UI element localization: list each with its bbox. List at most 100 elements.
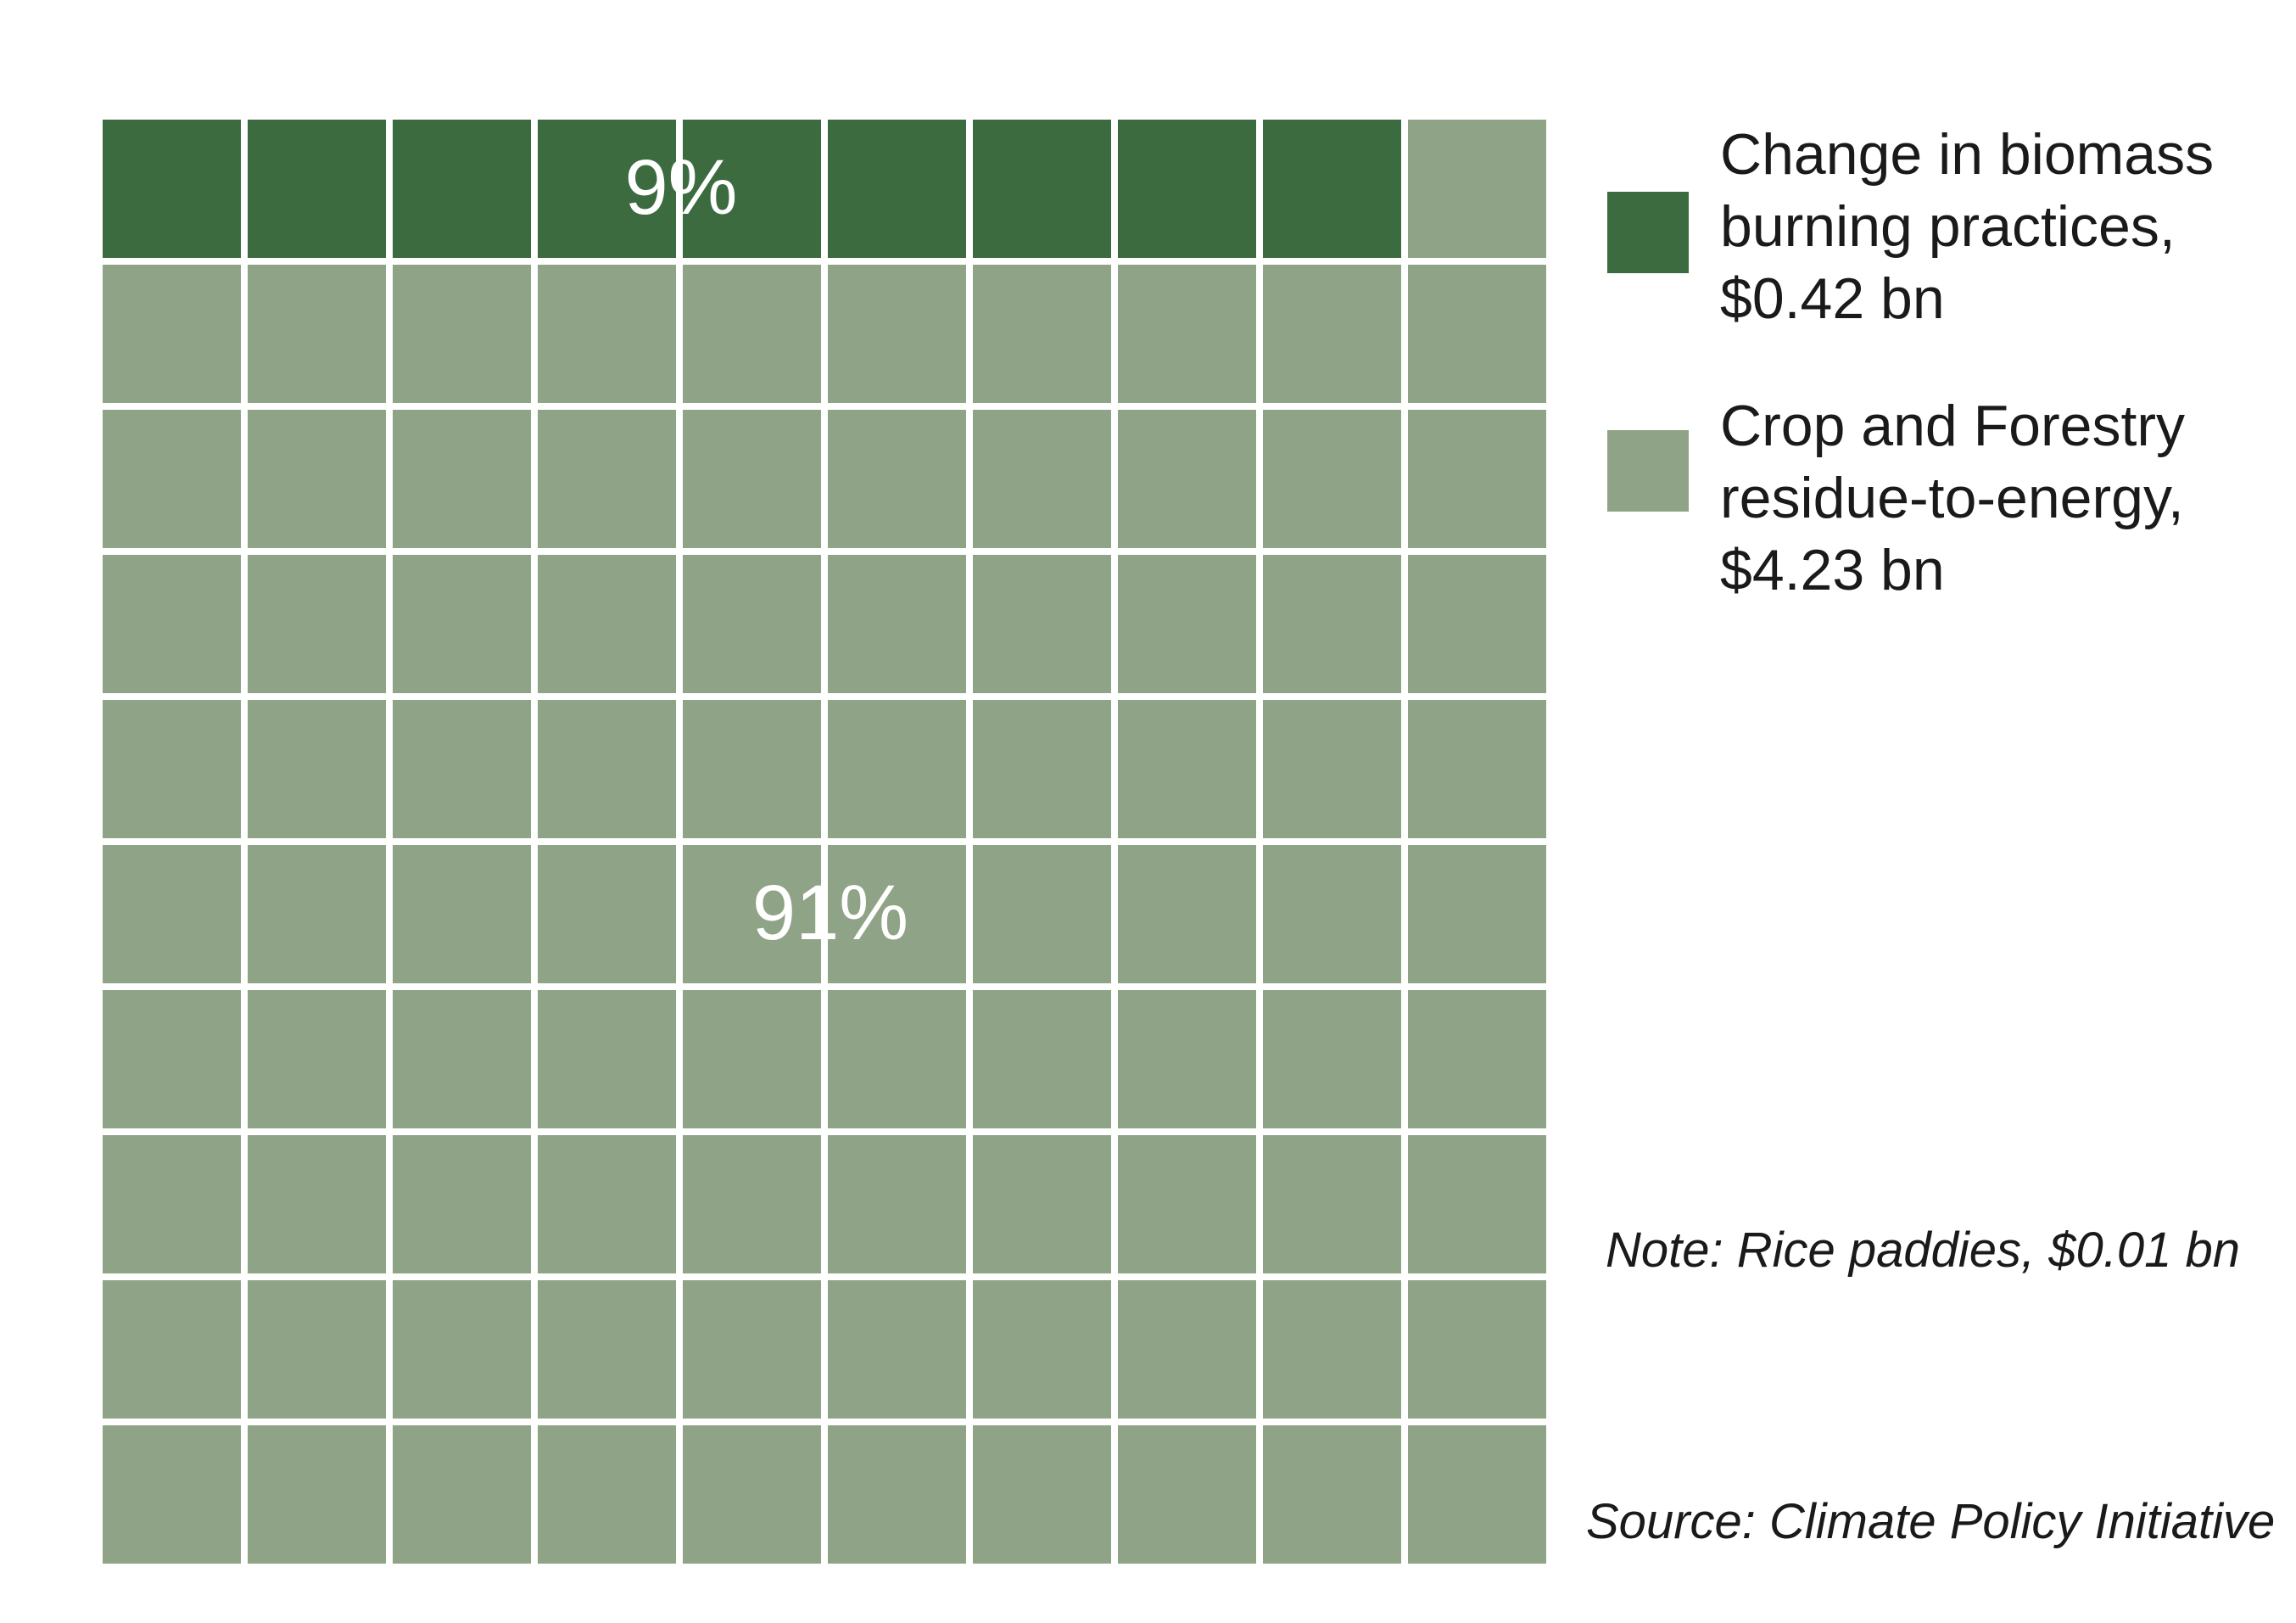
percent-label-residue-to-energy: 91% [752, 870, 908, 956]
waffle-cell-residue-to-energy [393, 1425, 531, 1564]
waffle-cell-residue-to-energy [393, 555, 531, 693]
waffle-cell-biomass-burning [538, 120, 676, 258]
waffle-cell-residue-to-energy [828, 990, 966, 1128]
legend-line: burning practices, [1720, 194, 2176, 259]
waffle-cell-residue-to-energy [1263, 845, 1401, 983]
waffle-cell-residue-to-energy [538, 990, 676, 1128]
waffle-cell-residue-to-energy [393, 845, 531, 983]
waffle-cell-residue-to-energy [973, 700, 1111, 838]
waffle-cell-residue-to-energy [538, 265, 676, 403]
waffle-cell-residue-to-energy [1408, 700, 1546, 838]
legend-line: $0.42 bn [1720, 266, 1945, 331]
waffle-cell-residue-to-energy [1408, 410, 1546, 548]
waffle-cell-residue-to-energy [248, 555, 386, 693]
waffle-cell-residue-to-energy [1118, 1280, 1256, 1419]
waffle-cell-residue-to-energy [248, 700, 386, 838]
waffle-cell-residue-to-energy [683, 990, 821, 1128]
waffle-cell-residue-to-energy [973, 555, 1111, 693]
waffle-cell-residue-to-energy [103, 1135, 241, 1273]
waffle-cell-biomass-burning [1263, 120, 1401, 258]
waffle-cell-residue-to-energy [1118, 1425, 1256, 1564]
waffle-cell-residue-to-energy [1408, 990, 1546, 1128]
waffle-cell-residue-to-energy [1118, 700, 1256, 838]
waffle-cell-residue-to-energy [973, 410, 1111, 548]
waffle-cell-residue-to-energy [1408, 1425, 1546, 1564]
waffle-cell-biomass-burning [103, 120, 241, 258]
waffle-cell-residue-to-energy [828, 1280, 966, 1419]
waffle-cell-residue-to-energy [683, 555, 821, 693]
waffle-cell-residue-to-energy [103, 555, 241, 693]
waffle-cell-residue-to-energy [538, 700, 676, 838]
legend-swatch-residue-to-energy [1607, 430, 1689, 512]
waffle-cell-residue-to-energy [828, 555, 966, 693]
note-text: Note: Rice paddies, $0.01 bn [1606, 1223, 2241, 1278]
legend-label-residue-to-energy: Crop and Forestry residue-to-energy, $4.… [1720, 390, 2296, 607]
waffle-cell-residue-to-energy [248, 845, 386, 983]
legend-line: residue-to-energy, [1720, 466, 2184, 530]
waffle-cell-biomass-burning [1118, 120, 1256, 258]
percent-label-biomass-burning: 9% [625, 144, 738, 231]
waffle-cell-residue-to-energy [828, 410, 966, 548]
waffle-cell-residue-to-energy [103, 410, 241, 548]
waffle-cell-residue-to-energy [973, 845, 1111, 983]
waffle-cell-residue-to-energy [248, 1425, 386, 1564]
waffle-cells [103, 120, 1546, 1564]
waffle-cell-residue-to-energy [973, 990, 1111, 1128]
waffle-cell-residue-to-energy [103, 1425, 241, 1564]
waffle-cell-residue-to-energy [828, 265, 966, 403]
waffle-cell-residue-to-energy [828, 700, 966, 838]
legend-line: Crop and Forestry [1720, 394, 2185, 458]
waffle-cell-residue-to-energy [248, 1280, 386, 1419]
waffle-cell-residue-to-energy [683, 410, 821, 548]
legend-label-biomass-burning: Change in biomass burning practices, $0.… [1720, 119, 2296, 335]
waffle-cell-residue-to-energy [1263, 1135, 1401, 1273]
waffle-cell-biomass-burning [248, 120, 386, 258]
waffle-cell-residue-to-energy [1263, 1425, 1401, 1564]
waffle-cell-residue-to-energy [538, 1280, 676, 1419]
waffle-cell-residue-to-energy [828, 1425, 966, 1564]
waffle-cell-residue-to-energy [683, 1135, 821, 1273]
waffle-cell-biomass-burning [973, 120, 1111, 258]
waffle-cell-residue-to-energy [828, 1135, 966, 1273]
waffle-cell-residue-to-energy [538, 555, 676, 693]
waffle-cell-residue-to-energy [248, 990, 386, 1128]
waffle-cell-residue-to-energy [683, 1280, 821, 1419]
legend-line: Change in biomass [1720, 122, 2215, 187]
waffle-cell-biomass-burning [393, 120, 531, 258]
waffle-cell-residue-to-energy [393, 700, 531, 838]
waffle-cell-residue-to-energy [1263, 410, 1401, 548]
waffle-cell-residue-to-energy [1118, 1135, 1256, 1273]
waffle-cell-residue-to-energy [1408, 555, 1546, 693]
waffle-cell-residue-to-energy [393, 990, 531, 1128]
waffle-cell-residue-to-energy [248, 1135, 386, 1273]
waffle-cell-residue-to-energy [538, 1425, 676, 1564]
waffle-cell-residue-to-energy [1408, 1280, 1546, 1419]
waffle-cell-residue-to-energy [1118, 845, 1256, 983]
waffle-cell-residue-to-energy [973, 1280, 1111, 1419]
waffle-chart: 9% 91% [103, 120, 1546, 1564]
waffle-cell-residue-to-energy [103, 990, 241, 1128]
waffle-cell-residue-to-energy [393, 1280, 531, 1419]
waffle-cell-residue-to-energy [973, 265, 1111, 403]
waffle-cell-residue-to-energy [683, 1425, 821, 1564]
waffle-cell-residue-to-energy [683, 845, 821, 983]
waffle-cell-residue-to-energy [248, 410, 386, 548]
waffle-cell-residue-to-energy [1408, 845, 1546, 983]
legend-line: $4.23 bn [1720, 538, 1945, 602]
waffle-cell-residue-to-energy [248, 265, 386, 403]
waffle-cell-residue-to-energy [1118, 410, 1256, 548]
waffle-cell-residue-to-energy [973, 1135, 1111, 1273]
waffle-cell-residue-to-energy [103, 845, 241, 983]
waffle-cell-residue-to-energy [683, 700, 821, 838]
waffle-cell-biomass-burning [828, 120, 966, 258]
waffle-cell-residue-to-energy [1408, 265, 1546, 403]
waffle-cell-residue-to-energy [1408, 1135, 1546, 1273]
waffle-cell-residue-to-energy [1118, 555, 1256, 693]
waffle-cell-residue-to-energy [1118, 990, 1256, 1128]
waffle-cell-residue-to-energy [103, 1280, 241, 1419]
source-text: Source: Climate Policy Initiative [1586, 1494, 2276, 1549]
waffle-cell-biomass-burning [683, 120, 821, 258]
waffle-cell-residue-to-energy [683, 265, 821, 403]
waffle-cell-residue-to-energy [103, 265, 241, 403]
waffle-cell-residue-to-energy [393, 265, 531, 403]
